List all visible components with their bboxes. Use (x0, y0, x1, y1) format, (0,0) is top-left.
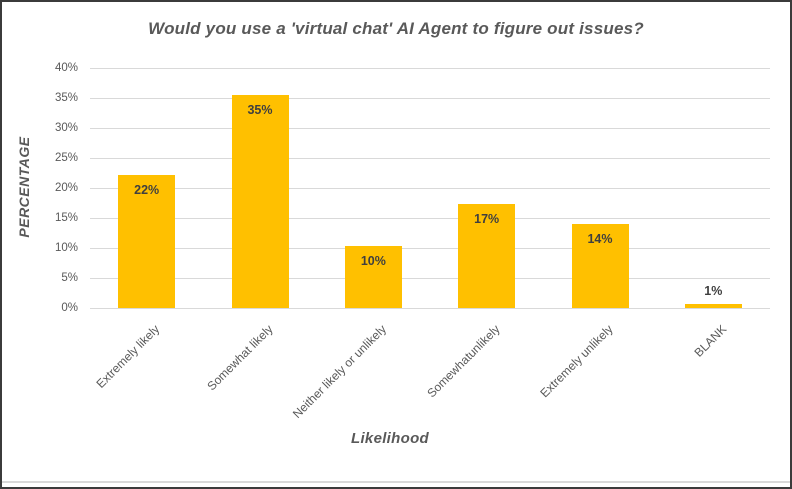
bar-value-label: 14% (587, 232, 613, 246)
bar (231, 95, 289, 308)
bar (684, 304, 742, 308)
bar-value-label: 10% (360, 253, 386, 268)
bar (118, 174, 176, 308)
bar-value-label: 22% (134, 182, 160, 197)
chart-title: Would you use a 'virtual chat' AI Agent … (148, 19, 644, 38)
gridline (90, 97, 770, 99)
gridline (90, 157, 770, 159)
bar (344, 245, 402, 308)
bar-value-label: 1% (704, 284, 723, 299)
bar-value-label: 17% (474, 211, 500, 226)
bar (571, 224, 629, 308)
y-tick-label: 10% (54, 242, 78, 254)
gridline (90, 67, 770, 69)
bottom-edge-line (2, 481, 790, 483)
bar (458, 203, 516, 308)
y-tick-label: 20% (54, 182, 78, 194)
gridline (90, 187, 770, 189)
x-category-label: Somewhat likely (204, 322, 276, 394)
y-tick-label: 0% (61, 302, 78, 314)
y-tick-label: 25% (54, 152, 78, 164)
x-category-label: Extremely unlikely (537, 322, 616, 401)
gridline (90, 247, 770, 249)
bar-value-label: 35% (247, 103, 273, 117)
y-tick-label: 30% (54, 122, 78, 134)
x-category-label: BLANK (691, 322, 730, 360)
gridline (90, 127, 770, 129)
x-category-label: Extremely likely (93, 322, 163, 391)
y-tick-label: 35% (54, 92, 78, 104)
plot-area: 22% 35% 10% 17% 14% 1% (90, 67, 770, 309)
x-category-label: Neither likely or unlikely (290, 322, 390, 422)
x-category-label: Somewhatunlikely (424, 322, 503, 401)
y-tick-label: 40% (54, 62, 78, 74)
y-tick-label: 15% (54, 212, 78, 224)
gridline (90, 277, 770, 279)
gridline (90, 307, 770, 309)
y-tick-label: 5% (61, 272, 78, 284)
gridline (90, 217, 770, 219)
x-axis-title: Likelihood (351, 430, 429, 447)
